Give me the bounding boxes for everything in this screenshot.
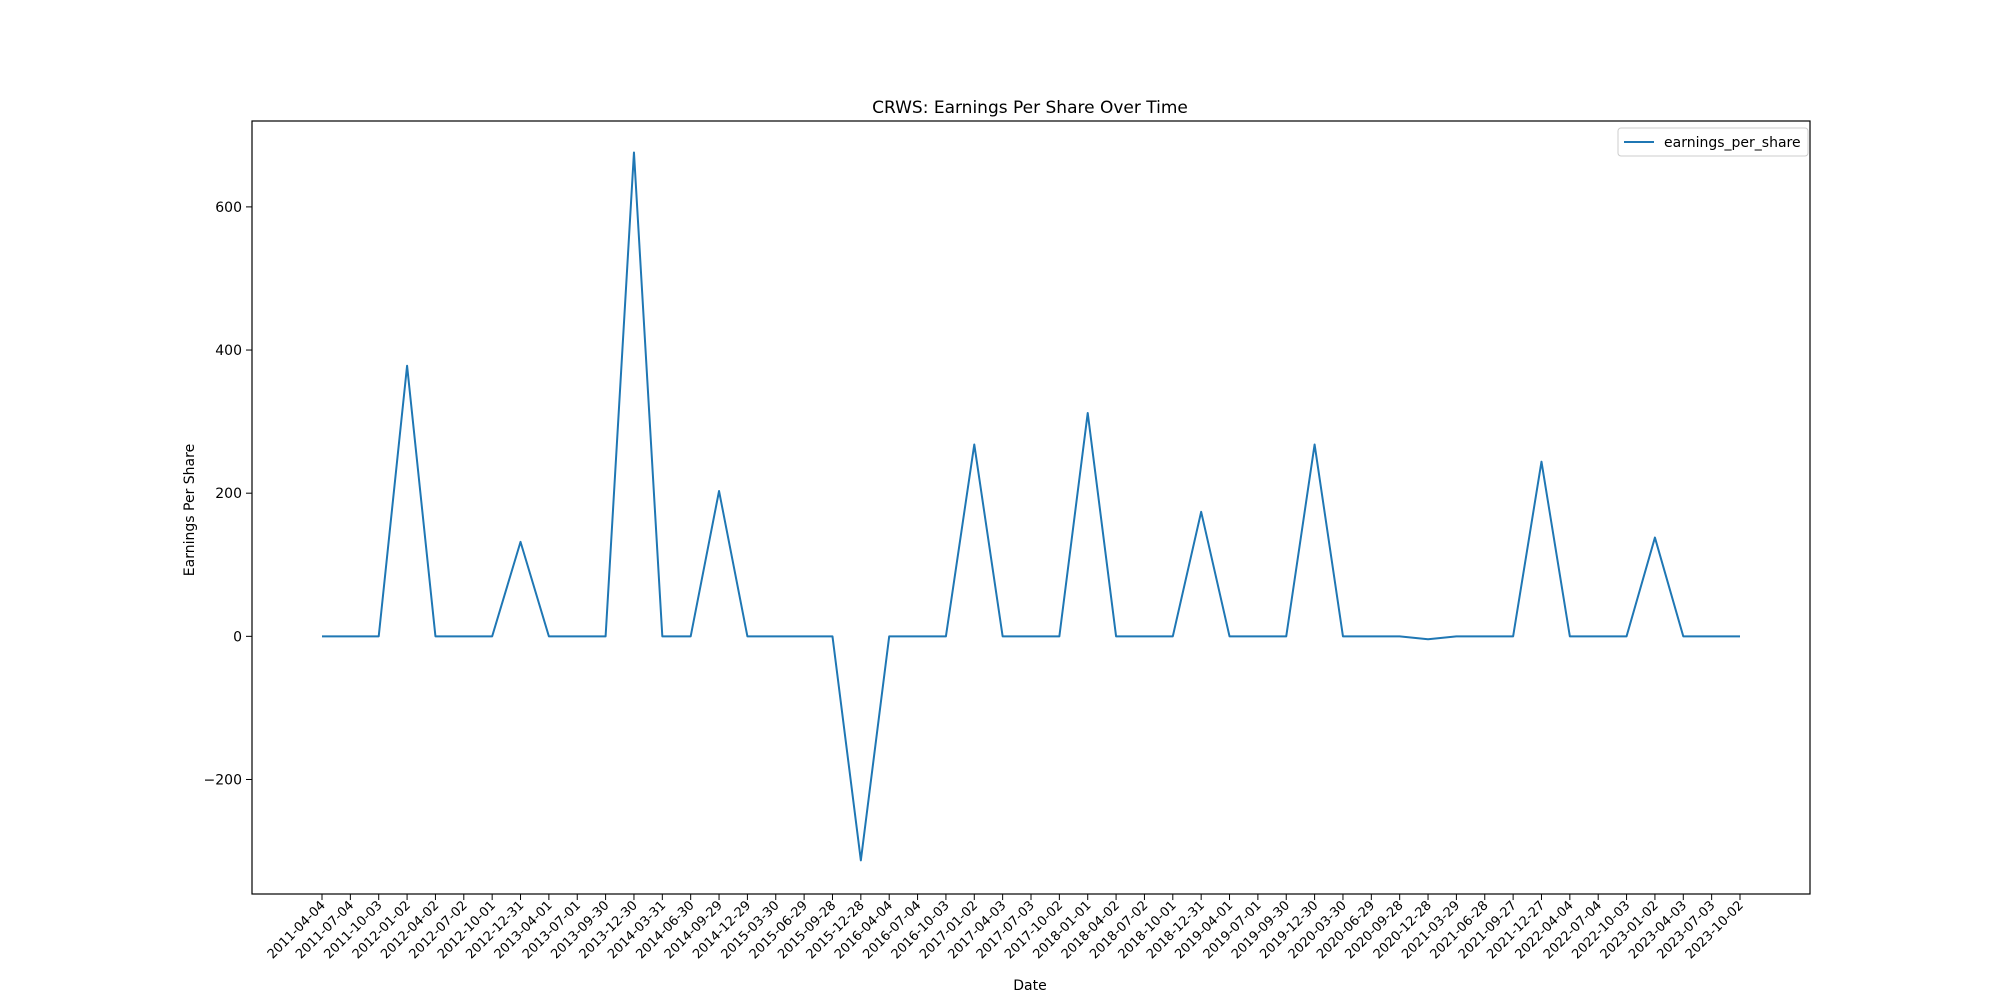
y-tick-label: −200 (204, 772, 242, 788)
legend-frame (1617, 127, 1809, 157)
y-tick-label: 200 (215, 486, 242, 502)
x-axis-label: Date (1013, 978, 1046, 994)
y-tick-label: 0 (233, 629, 242, 645)
legend: earnings_per_share (1617, 127, 1809, 157)
y-axis-label: Earnings Per Share (182, 444, 198, 576)
legend-label: earnings_per_share (1664, 135, 1801, 151)
series-line-earnings-per-share (322, 151, 1740, 862)
chart-title: CRWS: Earnings Per Share Over Time (872, 98, 1188, 118)
y-tick-label: 400 (215, 343, 242, 359)
y-tick-label: 600 (215, 200, 242, 216)
